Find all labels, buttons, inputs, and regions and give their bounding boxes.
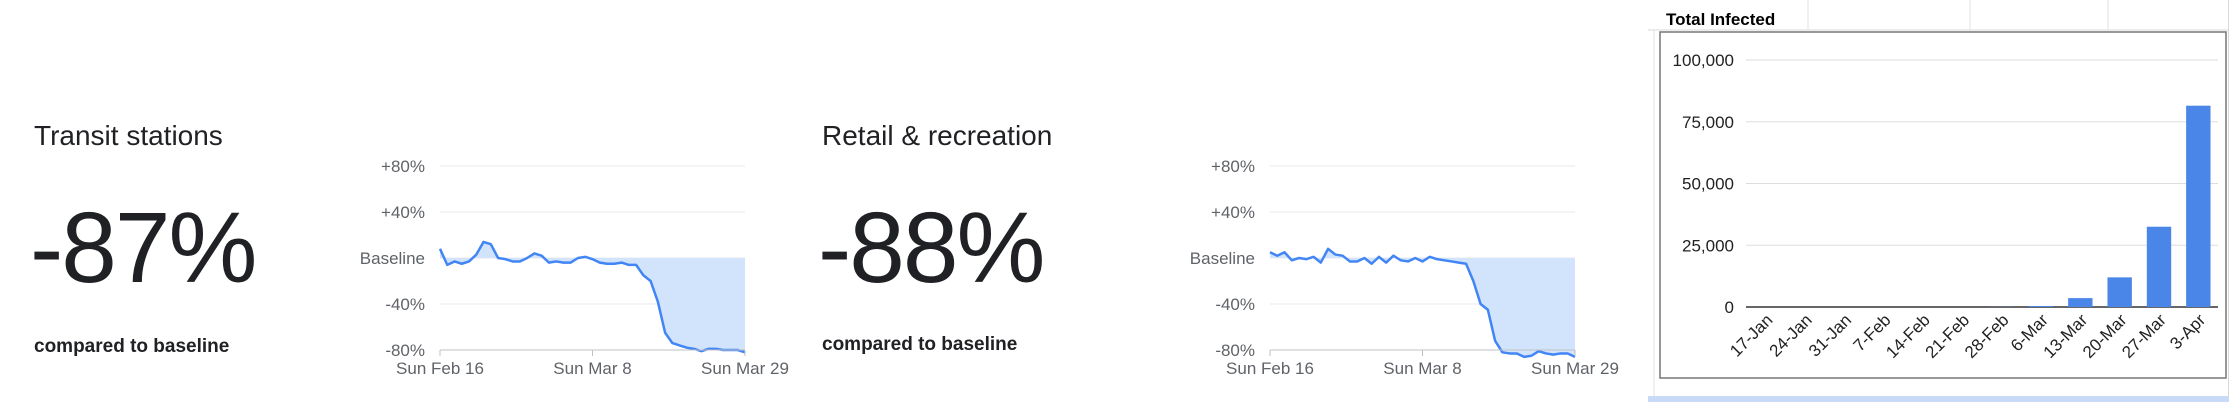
y-tick-label: +80% — [1211, 157, 1255, 176]
x-tick-label: Sun Mar 8 — [1383, 359, 1461, 378]
x-tick-label: Sun Feb 16 — [396, 359, 484, 378]
y-tick-label: 25,000 — [1682, 236, 1734, 255]
x-tick-label: Sun Feb 16 — [1226, 359, 1314, 378]
x-tick-label: 27-Mar — [2118, 310, 2170, 362]
y-tick-label: 75,000 — [1682, 113, 1734, 132]
y-tick-label: Baseline — [1190, 249, 1255, 268]
panel-subtitle: compared to baseline — [34, 336, 230, 357]
header-cell: Total Infected — [1666, 10, 1775, 29]
mobility-panel-transit: Transit stations -87% compared to baseli… — [0, 0, 800, 404]
bar-20-Mar — [2107, 277, 2132, 307]
trend-chart-transit: +80% +40% Baseline -40% -80%Sun Feb 16 Sun Ma… — [360, 157, 789, 378]
header-row — [1648, 0, 2228, 30]
panel-title: Transit stations — [34, 120, 223, 151]
panel-percentage: -87% — [30, 192, 257, 304]
y-tick-label: -80% — [385, 341, 425, 360]
trend-line — [1269, 247, 1576, 359]
x-tick-label: 28-Feb — [1961, 310, 2013, 362]
bar-6-Mar — [2028, 306, 2054, 307]
y-tick-label: 0 — [1725, 298, 1734, 317]
x-tick-label: Sun Mar 29 — [701, 359, 789, 378]
y-tick-label: +80% — [381, 157, 425, 176]
deviation-area — [1270, 248, 1575, 357]
x-tick-label: 3-Apr — [2166, 310, 2209, 353]
trend-chart-retail: +80% +40% Baseline -40% -80%Sun Feb 16 Sun Ma… — [1190, 157, 1619, 378]
spreadsheet-frame — [1648, 0, 2229, 402]
chart-border — [1659, 31, 2227, 379]
x-tick-label: Sun Mar 29 — [1531, 359, 1619, 378]
spreadsheet-chart: Total Infected 0 25,000 50,000 75,000 100,000… — [1648, 0, 2236, 404]
panel-subtitle: compared to baseline — [822, 334, 1018, 355]
mobility-panel-retail: Retail & recreation -88% compared to bas… — [790, 0, 1630, 404]
y-tick-label: +40% — [381, 203, 425, 222]
y-tick-label: 100,000 — [1673, 51, 1734, 70]
x-tick-label: 31-Jan — [1805, 310, 1855, 360]
x-tick-label: 24-Jan — [1766, 310, 1816, 360]
total-infected-bar-chart: Total Infected 0 25,000 50,000 75,000 100,000… — [1648, 0, 2228, 396]
y-tick-label: -40% — [385, 295, 425, 314]
panel-percentage: -88% — [818, 192, 1045, 304]
bar-27-Mar — [2146, 226, 2172, 307]
x-tick-label: Sun Mar 8 — [553, 359, 631, 378]
bar-3-Apr — [2186, 105, 2211, 307]
y-tick-label: 50,000 — [1682, 175, 1734, 194]
y-tick-label: -80% — [1215, 341, 1255, 360]
bar-13-Mar — [2068, 298, 2093, 307]
x-tick-label: 17-Jan — [1726, 310, 1776, 360]
panel-title: Retail & recreation — [822, 120, 1053, 151]
trend-line — [438, 240, 746, 354]
y-tick-label: +40% — [1211, 203, 1255, 222]
deviation-area — [440, 241, 745, 353]
y-tick-label: -40% — [1215, 295, 1255, 314]
y-tick-label: Baseline — [360, 249, 425, 268]
